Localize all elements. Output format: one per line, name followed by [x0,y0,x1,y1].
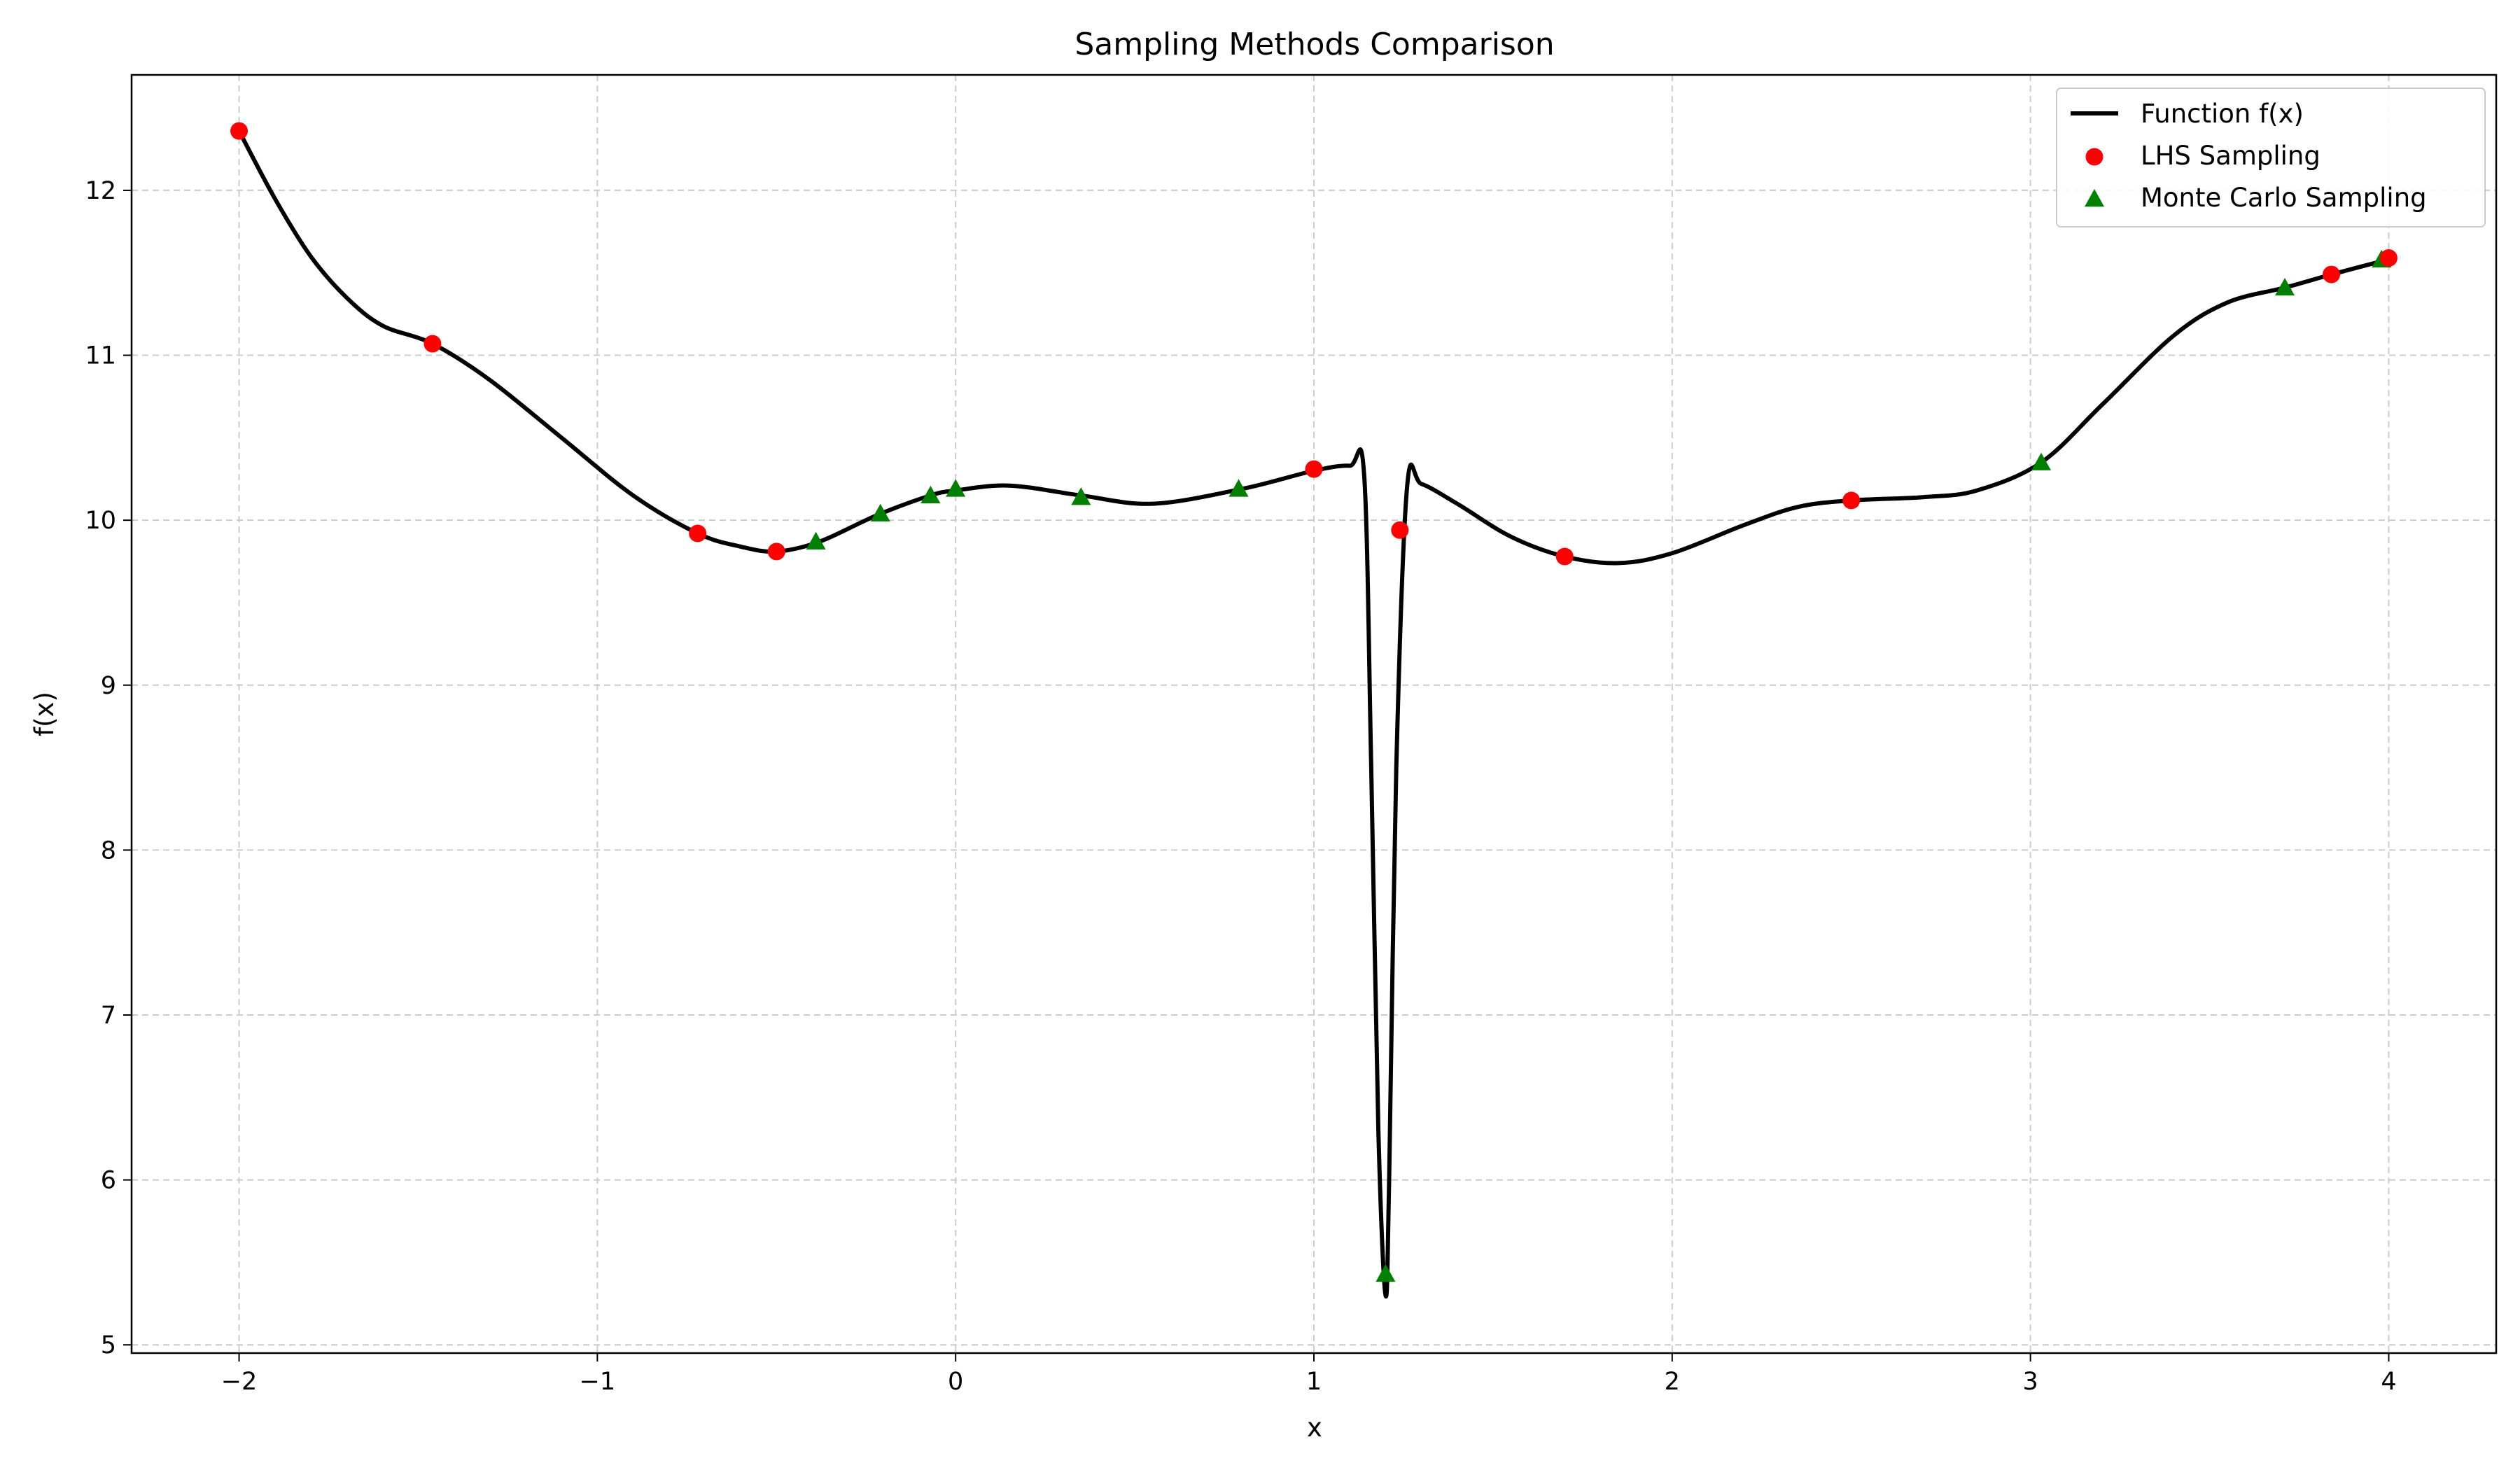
y-tick-label: 10 [85,507,116,535]
function-line [237,130,2391,1299]
lhs-point [2323,265,2341,284]
x-tick-label: 1 [1306,1368,1322,1396]
monte-carlo-point [1071,487,1091,505]
monte-carlo-point [2275,277,2295,296]
monte-carlo-point [2031,452,2051,470]
legend-monte-carlo-swatch [2085,189,2104,207]
legend-label: Monte Carlo Sampling [2141,183,2427,213]
legend-box [2056,88,2486,227]
legend-label: Function f(x) [2141,99,2304,129]
monte-carlo-point [1228,479,1249,497]
lhs-point [689,524,707,542]
y-tick-label: 11 [85,342,116,370]
legend: Function f(x) LHS Sampling Monte Carlo Sam… [2056,88,2486,227]
grid [132,75,2496,1353]
y-axis-label: f(x) [29,692,59,736]
x-tick-label: −1 [580,1368,616,1396]
monte-carlo-point [806,531,826,550]
legend-lhs-swatch [2085,148,2104,166]
y-tick-label: 5 [101,1331,116,1359]
series-layer [230,122,2398,1299]
x-tick-label: −2 [221,1368,258,1396]
y-tick-label: 8 [101,836,116,864]
lhs-point [424,335,442,353]
monte-carlo-point [870,503,890,522]
x-tick-label: 2 [1665,1368,1680,1396]
x-tick-label: 3 [2022,1368,2038,1396]
y-tick-label: 9 [101,672,116,700]
lhs-point [1555,547,1574,566]
lhs-point [1391,521,1409,539]
x-tick-label: 4 [2381,1368,2396,1396]
monte-carlo-point [946,479,966,497]
y-tick-label: 6 [101,1167,116,1195]
y-tick-label: 12 [85,177,116,205]
legend-label: LHS Sampling [2141,141,2320,171]
lhs-point [1842,491,1861,510]
monte-carlo-point [920,485,941,504]
lhs-point [767,542,785,561]
chart-title: Sampling Methods Comparison [1074,27,1554,62]
x-tick-label: 0 [948,1368,963,1396]
lhs-point [230,122,248,140]
y-tick-label: 7 [101,1002,116,1030]
lhs-point [1305,460,1323,478]
lhs-point [2379,249,2398,267]
monte-carlo-point [1376,1264,1396,1282]
x-axis-label: x [1307,1413,1322,1443]
